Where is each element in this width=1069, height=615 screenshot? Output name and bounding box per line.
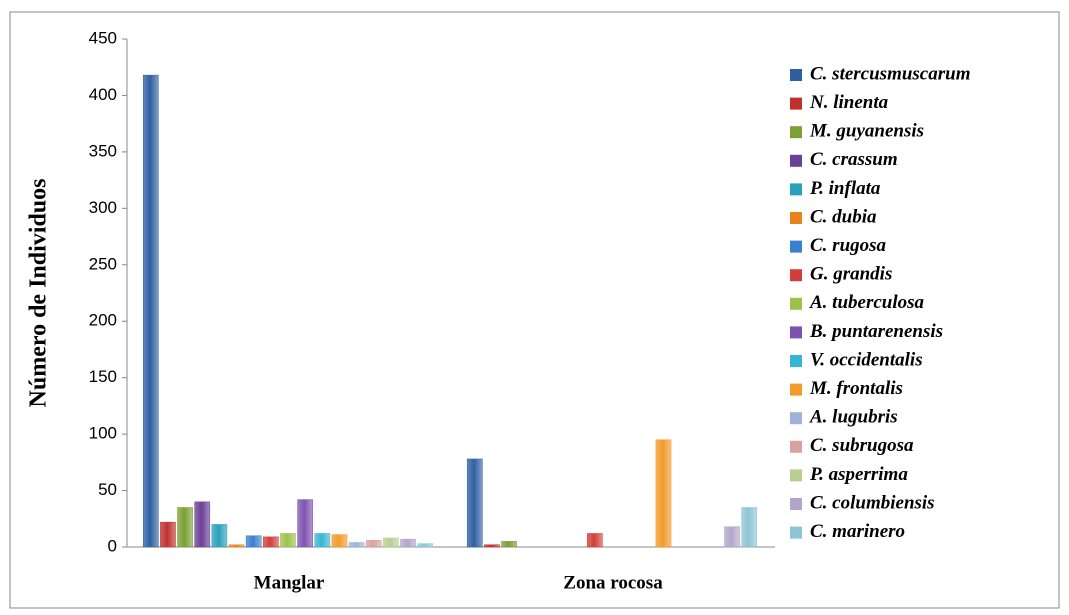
legend-swatch — [790, 240, 802, 253]
bar — [400, 538, 416, 548]
y-tick-label: 300 — [89, 198, 117, 217]
legend-swatch — [790, 383, 802, 396]
legend-label: C. marinero — [810, 521, 905, 542]
bar — [194, 501, 211, 548]
legend-label: C. rugosa — [810, 235, 887, 256]
legend-swatch — [790, 469, 802, 482]
legend-label: P. inflata — [809, 178, 881, 199]
bar — [466, 458, 483, 548]
bar — [587, 533, 603, 548]
bar — [280, 533, 296, 548]
legend-label: A. lugubris — [809, 407, 898, 428]
x-tick-label: Zona rocosa — [563, 572, 663, 593]
bar — [245, 535, 262, 548]
bar — [383, 537, 399, 548]
bar — [228, 544, 245, 548]
legend-label: C. dubia — [810, 206, 877, 227]
legend-label: G. grandis — [810, 264, 892, 285]
legend-label: M. frontalis — [809, 378, 903, 399]
legend-swatch — [790, 269, 802, 282]
y-tick-label: 0 — [108, 536, 117, 555]
legend-swatch — [790, 97, 802, 110]
bar — [177, 507, 193, 548]
legend-swatch — [790, 126, 802, 139]
y-tick-label: 400 — [89, 85, 117, 104]
bar — [417, 543, 434, 548]
y-tick-label: 450 — [89, 28, 117, 47]
bar — [484, 544, 500, 548]
y-tick-label: 200 — [89, 311, 117, 330]
bar — [365, 539, 382, 548]
bar — [263, 536, 279, 548]
bar — [501, 541, 517, 548]
bar — [142, 74, 159, 548]
bar — [211, 524, 228, 548]
legend-label: P. asperrima — [809, 464, 908, 485]
y-tick-label: 50 — [98, 480, 117, 499]
legend-swatch — [790, 212, 802, 224]
bar — [348, 542, 365, 548]
y-tick-label: 150 — [89, 367, 117, 386]
legend-label: V. occidentalis — [810, 349, 923, 370]
legend-label: A. tuberculosa — [809, 292, 925, 313]
legend-swatch — [790, 183, 802, 196]
y-tick-label: 250 — [89, 254, 117, 273]
y-axis-label: Número de Individuos — [26, 179, 52, 408]
x-tick-label: Manglar — [254, 572, 325, 593]
legend-swatch — [790, 440, 802, 453]
legend-swatch — [790, 526, 802, 539]
legend-label: B. puntarenensis — [809, 321, 943, 342]
bar — [314, 533, 331, 548]
bar — [741, 507, 758, 548]
legend-label: N. linenta — [809, 92, 889, 113]
legend-label: C. subrugosa — [810, 435, 914, 456]
legend-label: M. guyanensis — [809, 121, 924, 142]
bar — [160, 521, 176, 548]
legend-label: C. stercusmuscarum — [810, 63, 970, 84]
bar — [331, 534, 348, 548]
legend-label: C. crassum — [810, 149, 898, 170]
legend-swatch — [790, 355, 802, 367]
legend-swatch — [790, 412, 802, 425]
legend-swatch — [790, 326, 802, 339]
bar — [724, 526, 740, 548]
bar — [655, 439, 672, 548]
legend-label: C. columbiensis — [810, 492, 935, 513]
legend-swatch — [790, 297, 802, 310]
legend-swatch — [790, 154, 802, 167]
legend-swatch — [790, 69, 802, 81]
legend-swatch — [790, 498, 802, 510]
y-tick-label: 350 — [89, 141, 117, 160]
y-tick-label: 100 — [89, 424, 117, 443]
bar — [297, 499, 313, 548]
